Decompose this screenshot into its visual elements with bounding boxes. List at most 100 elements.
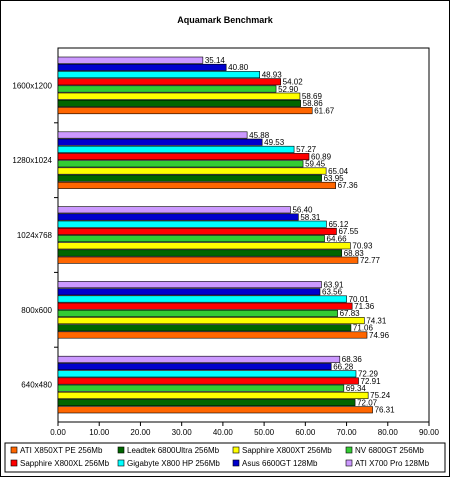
bar-ati-x700-pro-128mb-1600x1200 bbox=[57, 56, 204, 64]
value-label-leadtek-6800ultra-256mb-1280x1024: 63.95 bbox=[324, 174, 345, 183]
value-label-asus-6600gt-128mb-1024x768: 58.31 bbox=[300, 213, 321, 222]
legend-swatch-asus-6600gt-128mb bbox=[232, 459, 240, 467]
legend-label-asus-6600gt-128mb: Asus 6600GT 128Mb bbox=[242, 459, 318, 468]
bar-leadtek-6800ultra-256mb-1280x1024 bbox=[57, 174, 322, 182]
bar-asus-6600gt-128mb-1024x768 bbox=[57, 213, 299, 221]
category-label-800x600: 800x600 bbox=[21, 306, 52, 315]
value-label-nv-6800gt-256mb-640x480: 69.34 bbox=[346, 384, 367, 393]
value-label-gigabyte-x800-hp-256mb-640x480: 72.29 bbox=[358, 370, 379, 379]
chart-title: Aquamark Benchmark bbox=[177, 15, 274, 25]
bar-ati-x700-pro-128mb-800x600 bbox=[57, 281, 322, 289]
axes-layer: 1600x1200 1280x1024 1024x768 800x600 640x480… bbox=[12, 81, 439, 437]
value-label-leadtek-6800ultra-256mb-1024x768: 68.83 bbox=[344, 249, 365, 258]
value-label-ati-x850xt-pe-256mb-1600x1200: 61.67 bbox=[314, 106, 335, 115]
value-label-sapphire-x800xt-256mb-1280x1024: 65.04 bbox=[328, 167, 349, 176]
bar-leadtek-6800ultra-256mb-800x600 bbox=[57, 324, 352, 332]
x-tick-label: 30.00 bbox=[172, 428, 193, 437]
value-label-gigabyte-x800-hp-256mb-800x600: 70.01 bbox=[349, 295, 370, 304]
legend-swatch-leadtek-6800ultra-256mb bbox=[117, 446, 125, 454]
value-label-ati-x700-pro-128mb-800x600: 63.91 bbox=[323, 280, 344, 289]
bar-leadtek-6800ultra-256mb-1024x768 bbox=[57, 249, 343, 257]
bar-gigabyte-x800-hp-256mb-1024x768 bbox=[57, 220, 327, 228]
legend-label-ati-x850xt-pe-256mb: ATI X850XT PE 256Mb bbox=[20, 446, 103, 455]
bar-leadtek-6800ultra-256mb-640x480 bbox=[57, 399, 356, 407]
bar-sapphire-x800xl-256mb-640x480 bbox=[57, 377, 359, 385]
bar-nv-6800gt-256mb-1280x1024 bbox=[57, 160, 304, 168]
legend-swatch-gigabyte-x800-hp-256mb bbox=[117, 459, 125, 467]
x-tick-label: 60.00 bbox=[295, 428, 316, 437]
value-label-ati-x700-pro-128mb-1600x1200: 35.14 bbox=[205, 56, 226, 65]
legend-swatch-nv-6800gt-256mb bbox=[345, 446, 353, 454]
bar-sapphire-x800xt-256mb-1280x1024 bbox=[57, 167, 327, 175]
bar-ati-x700-pro-128mb-1024x768 bbox=[57, 206, 291, 214]
bar-asus-6600gt-128mb-1600x1200 bbox=[57, 63, 227, 71]
legend-label-leadtek-6800ultra-256mb: Leadtek 6800Ultra 256Mb bbox=[127, 446, 220, 455]
bar-leadtek-6800ultra-256mb-1600x1200 bbox=[57, 99, 301, 107]
bar-gigabyte-x800-hp-256mb-1600x1200 bbox=[57, 71, 261, 79]
bar-ati-x850xt-pe-256mb-640x480 bbox=[57, 406, 373, 414]
value-label-ati-x850xt-pe-256mb-1280x1024: 67.36 bbox=[338, 181, 359, 190]
bar-nv-6800gt-256mb-640x480 bbox=[57, 384, 345, 392]
bar-ati-x850xt-pe-256mb-800x600 bbox=[57, 331, 368, 339]
bar-ati-x850xt-pe-256mb-1024x768 bbox=[57, 256, 359, 264]
value-label-ati-x700-pro-128mb-1024x768: 56.40 bbox=[292, 206, 313, 215]
bar-sapphire-x800xl-256mb-1280x1024 bbox=[57, 153, 310, 161]
value-label-ati-x850xt-pe-256mb-800x600: 74.96 bbox=[369, 331, 390, 340]
value-label-ati-x850xt-pe-256mb-1024x768: 72.77 bbox=[360, 256, 381, 265]
value-label-sapphire-x800xl-256mb-1600x1200: 54.02 bbox=[283, 78, 304, 87]
x-tick-label: 90.00 bbox=[419, 428, 440, 437]
bar-ati-x850xt-pe-256mb-1600x1200 bbox=[57, 107, 313, 115]
value-label-asus-6600gt-128mb-640x480: 66.28 bbox=[333, 362, 354, 371]
value-label-leadtek-6800ultra-256mb-800x600: 71.06 bbox=[353, 324, 374, 333]
x-tick-label: 70.00 bbox=[337, 428, 358, 437]
bar-nv-6800gt-256mb-1600x1200 bbox=[57, 85, 277, 93]
bar-sapphire-x800xl-256mb-1600x1200 bbox=[57, 78, 281, 86]
value-label-gigabyte-x800-hp-256mb-1600x1200: 48.93 bbox=[262, 70, 283, 79]
value-label-sapphire-x800xt-256mb-800x600: 74.31 bbox=[366, 316, 387, 325]
value-label-sapphire-x800xl-256mb-1280x1024: 60.89 bbox=[311, 152, 332, 161]
value-label-sapphire-x800xt-256mb-640x480: 75.24 bbox=[370, 391, 391, 400]
bar-sapphire-x800xt-256mb-1024x768 bbox=[57, 242, 351, 250]
bar-sapphire-x800xl-256mb-800x600 bbox=[57, 302, 353, 310]
value-label-ati-x850xt-pe-256mb-640x480: 76.31 bbox=[375, 406, 396, 415]
bar-nv-6800gt-256mb-800x600 bbox=[57, 309, 338, 317]
value-label-nv-6800gt-256mb-1600x1200: 52.90 bbox=[278, 85, 299, 94]
value-label-nv-6800gt-256mb-1024x768: 64.66 bbox=[327, 234, 348, 243]
value-label-sapphire-x800xt-256mb-1600x1200: 58.69 bbox=[302, 92, 323, 101]
category-label-1600x1200: 1600x1200 bbox=[12, 81, 52, 90]
legend-label-ati-x700-pro-128mb: ATI X700 Pro 128Mb bbox=[355, 459, 430, 468]
value-label-asus-6600gt-128mb-800x600: 63.56 bbox=[322, 288, 343, 297]
legend: ATI X850XT PE 256Mb Leadtek 6800Ultra 256… bbox=[10, 446, 430, 468]
bar-ati-x700-pro-128mb-640x480 bbox=[57, 355, 341, 363]
value-label-gigabyte-x800-hp-256mb-1024x768: 65.12 bbox=[328, 220, 349, 229]
x-tick-label: 50.00 bbox=[254, 428, 275, 437]
x-tick-label: 20.00 bbox=[130, 428, 151, 437]
category-label-640x480: 640x480 bbox=[21, 381, 52, 390]
legend-label-nv-6800gt-256mb: NV 6800GT 256Mb bbox=[355, 446, 424, 455]
bar-gigabyte-x800-hp-256mb-800x600 bbox=[57, 295, 347, 303]
bar-asus-6600gt-128mb-1280x1024 bbox=[57, 138, 263, 146]
x-tick-label: 0.00 bbox=[50, 428, 66, 437]
x-tick-label: 10.00 bbox=[89, 428, 110, 437]
value-label-sapphire-x800xl-256mb-1024x768: 67.55 bbox=[338, 227, 359, 236]
legend-swatch-sapphire-x800xl-256mb bbox=[10, 459, 18, 467]
value-label-nv-6800gt-256mb-1280x1024: 59.45 bbox=[305, 160, 326, 169]
legend-box bbox=[4, 442, 446, 473]
x-tick-label: 40.00 bbox=[213, 428, 234, 437]
value-label-leadtek-6800ultra-256mb-1600x1200: 58.86 bbox=[303, 99, 324, 108]
legend-label-sapphire-x800xt-256mb: Sapphire X800XT 256Mb bbox=[242, 446, 332, 455]
value-label-asus-6600gt-128mb-1600x1200: 40.80 bbox=[228, 63, 249, 72]
value-label-sapphire-x800xt-256mb-1024x768: 70.93 bbox=[352, 242, 373, 251]
bar-sapphire-x800xl-256mb-1024x768 bbox=[57, 227, 337, 235]
legend-swatch-ati-x700-pro-128mb bbox=[345, 459, 353, 467]
value-label-ati-x700-pro-128mb-1280x1024: 45.88 bbox=[249, 131, 270, 140]
bar-sapphire-x800xt-256mb-1600x1200 bbox=[57, 92, 301, 100]
value-label-asus-6600gt-128mb-1280x1024: 49.53 bbox=[264, 138, 285, 147]
category-label-1280x1024: 1280x1024 bbox=[12, 156, 52, 165]
bar-sapphire-x800xt-256mb-640x480 bbox=[57, 391, 369, 399]
value-label-ati-x700-pro-128mb-640x480: 68.36 bbox=[342, 355, 363, 364]
bar-gigabyte-x800-hp-256mb-1280x1024 bbox=[57, 145, 295, 153]
